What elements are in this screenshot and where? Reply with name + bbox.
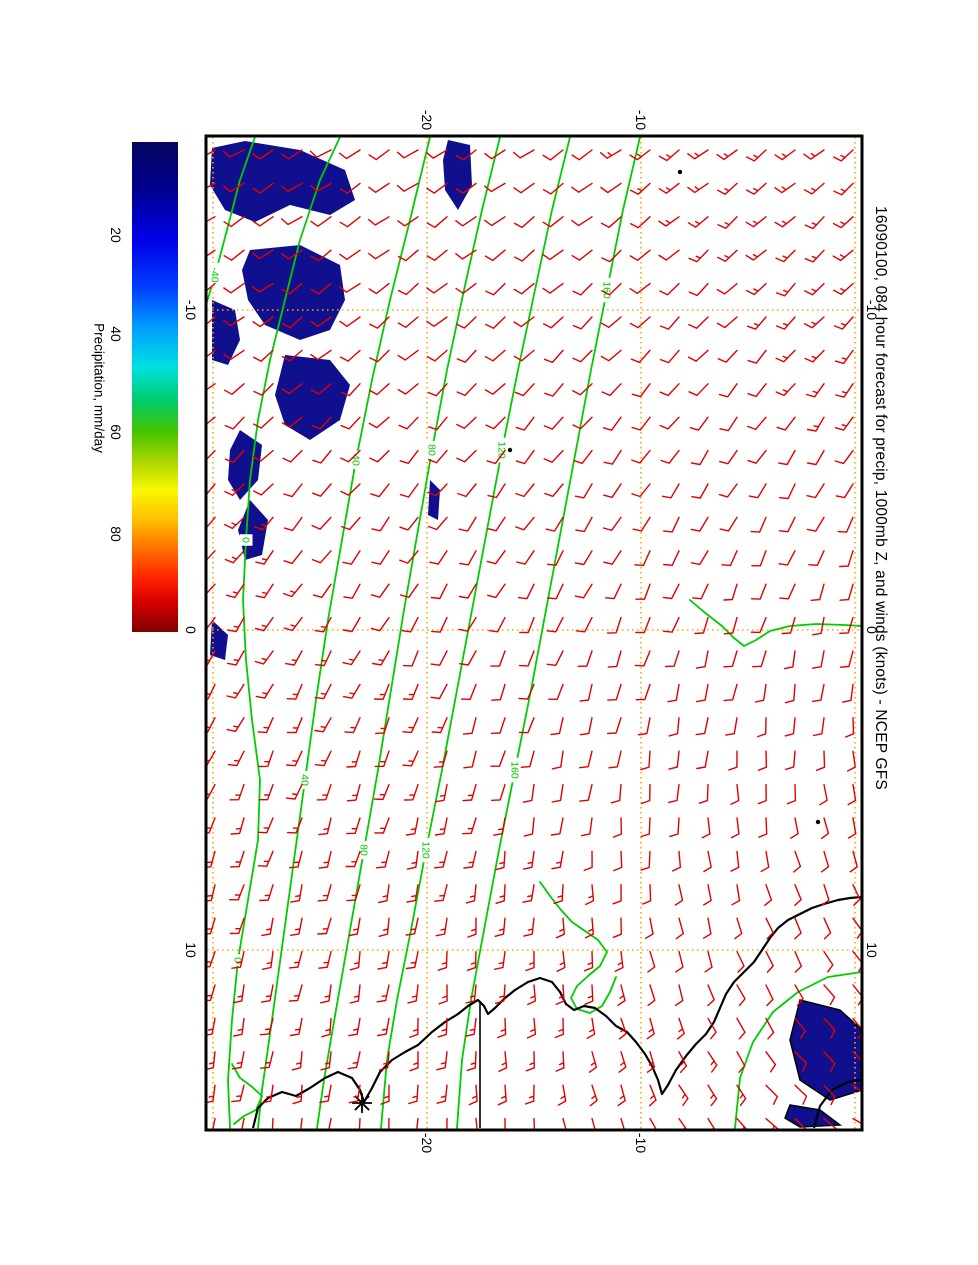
svg-text:0: 0 xyxy=(240,537,252,543)
colorbar-tick: 40 xyxy=(108,326,124,342)
colorbar-label: Precipitation, mm/day xyxy=(91,323,107,453)
colorbar-gradient xyxy=(132,142,178,632)
map-plot: -40 0 0 40 40 80 80 120 120 160 160 xyxy=(204,134,864,1132)
svg-text:40: 40 xyxy=(299,774,311,786)
svg-text:40: 40 xyxy=(350,454,362,466)
axis-tick-left: -10 xyxy=(183,299,199,321)
svg-text:0: 0 xyxy=(232,957,244,963)
svg-text:80: 80 xyxy=(358,844,370,856)
axis-tick-right: -10 xyxy=(864,299,880,321)
axis-tick-top: -10 xyxy=(633,109,649,131)
svg-text:-40: -40 xyxy=(209,267,221,282)
axis-tick-right: 10 xyxy=(864,942,880,958)
axis-tick-top: -20 xyxy=(419,109,435,131)
svg-text:120: 120 xyxy=(496,441,508,459)
axis-tick-right: 0 xyxy=(864,626,880,634)
figure-title: 16090100, 084 hour forecast for precip, … xyxy=(872,206,889,790)
colorbar-tick: 20 xyxy=(108,227,124,243)
axis-tick-bottom: -10 xyxy=(633,1132,649,1154)
axis-tick-left: 0 xyxy=(183,626,199,634)
colorbar-tick: 80 xyxy=(108,526,124,542)
svg-text:80: 80 xyxy=(426,444,438,456)
svg-text:120: 120 xyxy=(420,841,432,859)
colorbar-tick: 60 xyxy=(108,424,124,440)
svg-text:160: 160 xyxy=(509,761,521,779)
svg-text:160: 160 xyxy=(601,281,613,299)
axis-tick-left: 10 xyxy=(183,942,199,958)
axis-tick-bottom: -20 xyxy=(419,1132,435,1154)
